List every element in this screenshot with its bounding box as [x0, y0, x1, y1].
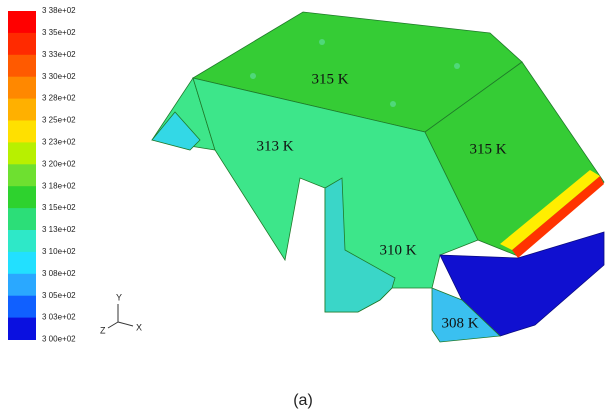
colorbar-swatch	[8, 120, 36, 143]
hole	[250, 73, 256, 79]
hole	[390, 101, 396, 107]
colorbar-swatch	[8, 295, 36, 319]
colorbar-label: 3 28e+02	[42, 94, 76, 103]
colorbar: 3 38e+02 3 35e+02 3 33e+02 3 30e+02 3 28e+02…	[8, 6, 76, 344]
colorbar-label: 3 00e+02	[42, 335, 76, 344]
bottom-cold	[431, 287, 501, 343]
colorbar-label: 3 23e+02	[42, 138, 76, 147]
colorbar-label: 3 20e+02	[42, 159, 76, 168]
colorbar-swatch	[8, 164, 36, 187]
caption: (a)	[293, 392, 313, 409]
colorbar-swatch	[8, 142, 36, 165]
colorbar-label: 3 30e+02	[42, 72, 76, 81]
colorbar-swatch	[8, 98, 36, 121]
axis-label: Z	[100, 325, 106, 335]
colorbar-swatch	[8, 186, 36, 209]
colorbar-label: 3 13e+02	[42, 225, 76, 234]
left-wing-cold	[151, 111, 201, 151]
model	[151, 11, 605, 343]
axis-label: X	[136, 322, 142, 332]
axis-triad	[107, 304, 134, 329]
axis-line	[107, 321, 119, 329]
annotation: 310 K	[379, 242, 416, 258]
hot-edge	[512, 176, 604, 258]
annotations: 315 K 313 K 315 K 310 K 308 K	[256, 71, 506, 331]
colorbar-swatch	[8, 208, 36, 231]
colorbar-label: 3 15e+02	[42, 203, 76, 212]
annotation: 308 K	[441, 315, 478, 331]
colorbar-label: 3 05e+02	[42, 291, 76, 300]
colorbar-swatch	[8, 32, 36, 56]
colorbar-swatch	[8, 273, 36, 297]
colorbar-swatch	[8, 76, 36, 100]
colorbar-label: 3 35e+02	[42, 28, 76, 37]
colorbar-swatch	[8, 251, 36, 275]
hole	[319, 39, 325, 45]
annotation: 313 K	[256, 138, 293, 154]
colorbar-label: 3 18e+02	[42, 181, 76, 190]
colorbar-swatch	[8, 230, 36, 253]
axis-line	[117, 321, 134, 327]
slot-face	[324, 177, 396, 313]
colorbar-label: 3 10e+02	[42, 247, 76, 256]
hole	[454, 63, 460, 69]
annotation: 315 K	[469, 141, 506, 157]
colorbar-label: 3 08e+02	[42, 269, 76, 278]
colorbar-swatch	[8, 11, 36, 34]
colorbar-swatch	[8, 317, 36, 340]
colorbar-swatch	[8, 54, 36, 78]
warm-edge	[500, 170, 600, 250]
annotation: 315 K	[311, 71, 348, 87]
colorbar-label: 3 03e+02	[42, 313, 76, 322]
axis-label: Y	[116, 292, 122, 302]
colorbar-label: 3 38e+02	[42, 6, 76, 15]
colorbar-label: 3 33e+02	[42, 50, 76, 59]
colorbar-label: 3 25e+02	[42, 116, 76, 125]
